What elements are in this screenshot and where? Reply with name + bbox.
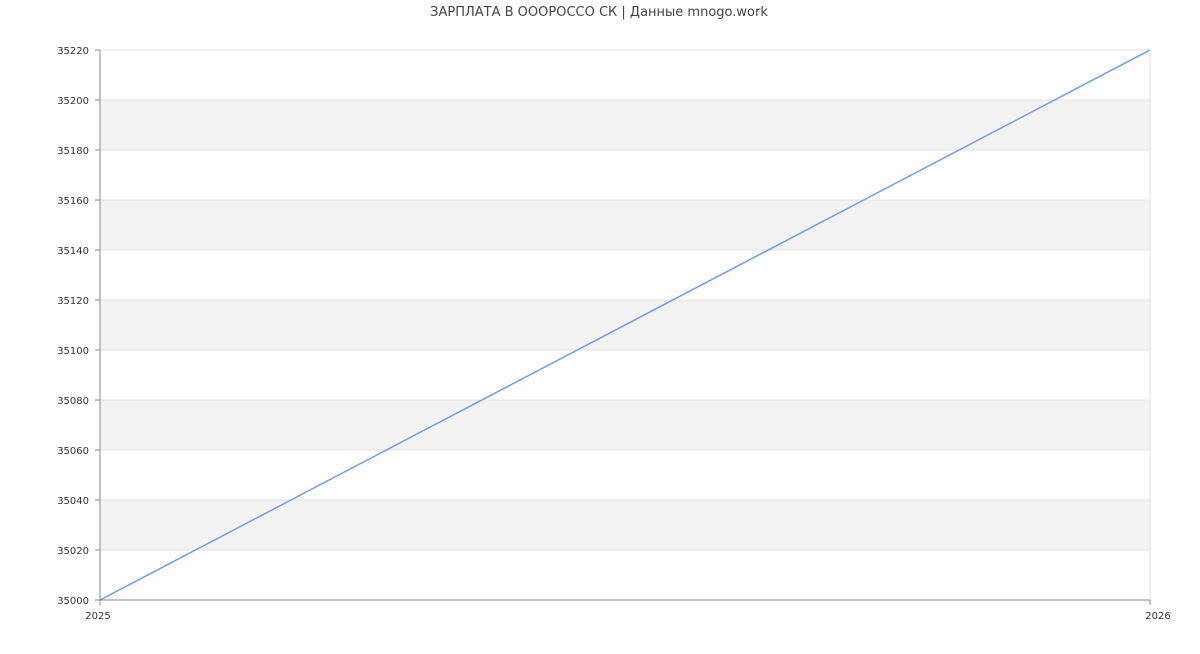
grid-band [100, 100, 1150, 150]
x-tick-label: 2026 [1145, 611, 1170, 622]
y-tick-label: 35160 [57, 196, 89, 207]
chart-title: ЗАРПЛАТА В ОООРОССО СК | Данные mnogo.wo… [430, 5, 768, 20]
grid-band [100, 500, 1150, 550]
y-tick-label: 35200 [57, 96, 89, 107]
y-tick-label: 35140 [57, 246, 89, 257]
series-line [99, 49, 1151, 601]
grid-band [100, 400, 1150, 450]
y-tick-label: 35100 [57, 346, 89, 357]
grid-band [100, 200, 1150, 250]
y-tick-label: 35020 [57, 546, 89, 557]
y-tick-label: 35080 [57, 396, 89, 407]
y-tick-label: 35180 [57, 146, 89, 157]
y-tick-label: 35040 [57, 496, 89, 507]
y-tick-label: 35120 [57, 296, 89, 307]
x-tick-label: 2025 [85, 611, 110, 622]
y-tick-label: 35000 [57, 596, 89, 607]
y-tick-label: 35220 [57, 46, 89, 57]
y-tick-label: 35060 [57, 446, 89, 457]
